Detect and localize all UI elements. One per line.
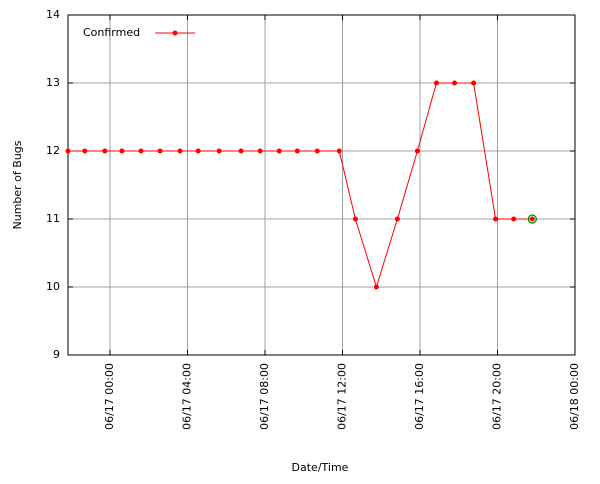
y-tick-label: 13 [46, 76, 60, 89]
y-tick-label: 11 [46, 212, 60, 225]
data-point [433, 80, 439, 86]
data-point [452, 80, 458, 86]
x-tick-label: 06/17 12:00 [335, 363, 348, 430]
data-point [157, 148, 163, 154]
x-tick-label: 06/17 00:00 [103, 363, 116, 430]
data-point [511, 216, 517, 222]
y-tick-label: 10 [46, 280, 60, 293]
data-point [294, 148, 300, 154]
legend-marker [172, 30, 178, 36]
data-point [373, 284, 379, 290]
x-tick-label: 06/17 08:00 [258, 363, 271, 430]
data-line [68, 82, 533, 289]
data-point [82, 148, 88, 154]
plot-frame [67, 14, 576, 356]
x-tick-label: 06/18 00:00 [568, 363, 581, 430]
y-tick-label: 14 [46, 8, 60, 21]
x-tick-label: 06/17 20:00 [490, 363, 503, 430]
legend-label: Confirmed [83, 26, 140, 39]
data-point [238, 148, 244, 154]
data-point [138, 148, 144, 154]
data-point [119, 148, 125, 154]
data-point [177, 148, 183, 154]
data-point [195, 148, 201, 154]
data-point [102, 148, 108, 154]
data-point [471, 80, 477, 86]
data-point [314, 148, 320, 154]
last-point-highlight [527, 214, 537, 224]
data-point [336, 148, 342, 154]
data-point [216, 148, 222, 154]
data-point [529, 216, 535, 222]
data-point [276, 148, 282, 154]
data-point [352, 216, 358, 222]
data-point [65, 148, 71, 154]
y-tick-label: 12 [46, 144, 60, 157]
y-axis-label: Number of Bugs [11, 140, 24, 229]
data-point [414, 148, 420, 154]
x-axis-label: Date/Time [292, 461, 349, 474]
data-point [493, 216, 499, 222]
y-tick-label: 9 [53, 348, 60, 361]
data-point [257, 148, 263, 154]
x-tick-label: 06/17 16:00 [413, 363, 426, 430]
data-point [394, 216, 400, 222]
x-tick-label: 06/17 04:00 [180, 363, 193, 430]
